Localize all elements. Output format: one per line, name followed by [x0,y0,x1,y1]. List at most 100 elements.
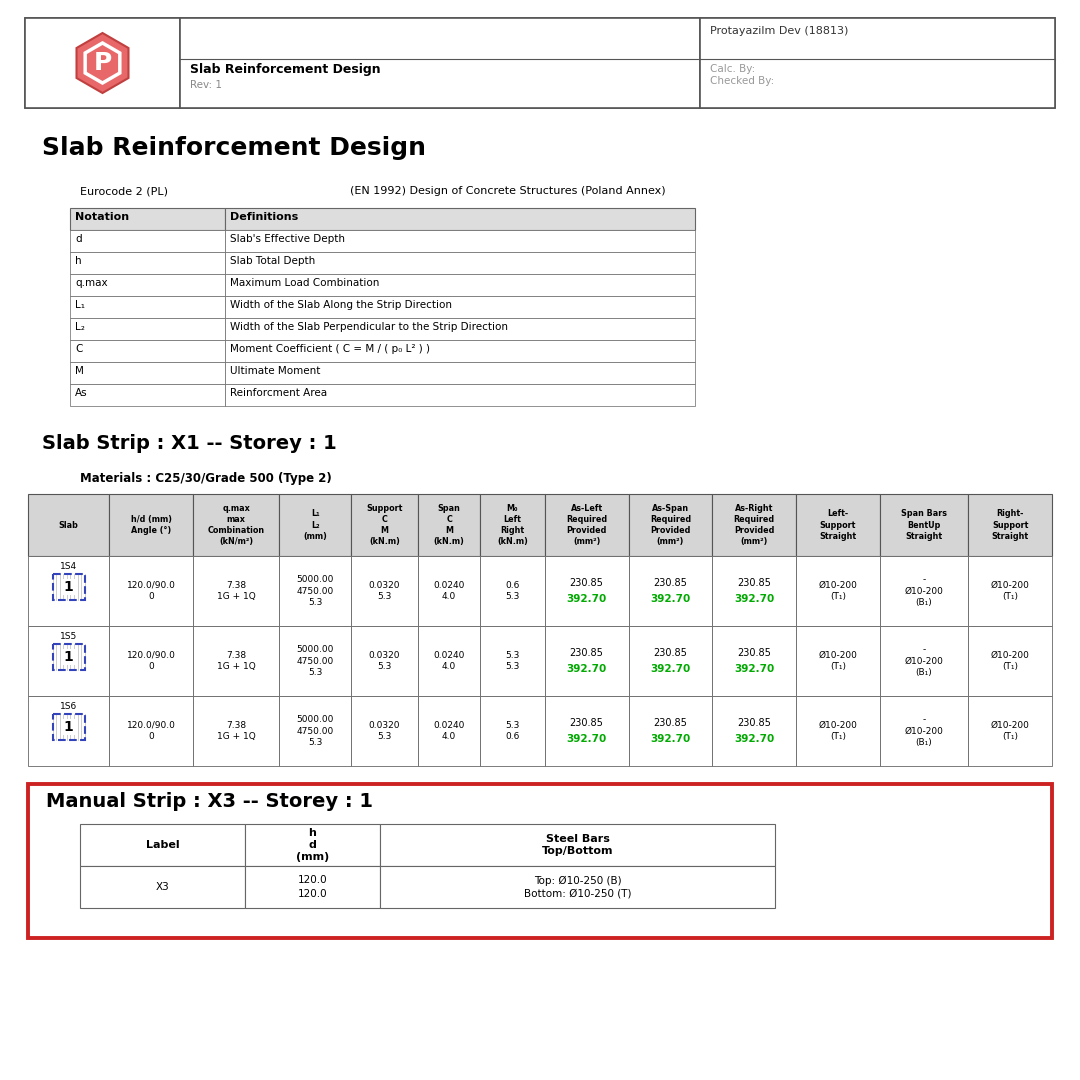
Bar [351,556,418,626]
Text: h
d
(mm): h d (mm) [296,827,329,863]
Text: Reinforcment Area: Reinforcment Area [230,388,327,399]
Text: 230.85: 230.85 [738,648,771,658]
Bar [109,626,193,696]
Text: 1S6: 1S6 [60,702,78,711]
Text: 7.38
1G + 1Q: 7.38 1G + 1Q [217,721,256,741]
Text: Moment Coefficient ( C = M / ( p₀ L² ) ): Moment Coefficient ( C = M / ( p₀ L² ) ) [230,345,430,354]
Text: Width of the Slab Along the Strip Direction: Width of the Slab Along the Strip Direct… [230,300,453,310]
Text: Right-
Support
Straight: Right- Support Straight [991,510,1028,541]
Bar [481,626,544,696]
Bar [544,556,629,626]
Bar [225,208,696,230]
Bar [70,318,225,340]
Text: 392.70: 392.70 [650,734,690,744]
Text: 0.0240
4.0: 0.0240 4.0 [433,651,464,671]
Bar [25,18,180,108]
Bar [245,866,380,908]
Bar [245,824,380,866]
Text: 7.38
1G + 1Q: 7.38 1G + 1Q [217,651,256,671]
Text: 392.70: 392.70 [650,594,690,604]
Text: 392.70: 392.70 [734,734,774,744]
Text: As-Span
Required
Provided
(mm²): As-Span Required Provided (mm²) [650,504,691,546]
Text: 120.0/90.0
0: 120.0/90.0 0 [126,581,176,602]
Bar [193,696,280,766]
Text: 5000.00
4750.00
5.3: 5000.00 4750.00 5.3 [296,576,334,607]
Text: 392.70: 392.70 [567,594,607,604]
Text: 0.0320
5.3: 0.0320 5.3 [368,581,401,602]
Text: Steel Bars
Top/Bottom: Steel Bars Top/Bottom [542,834,613,856]
Bar [796,494,880,556]
Text: 230.85: 230.85 [653,648,687,658]
Text: Ø10-200
(T₁): Ø10-200 (T₁) [990,581,1029,602]
Text: Materials : C25/30/Grade 500 (Type 2): Materials : C25/30/Grade 500 (Type 2) [80,472,332,485]
Bar [418,626,481,696]
Bar [481,494,544,556]
Bar [109,556,193,626]
Bar [280,626,351,696]
Bar [880,626,969,696]
Bar [225,296,696,318]
Bar [380,824,775,866]
Text: M₀
Left
Right
(kN.m): M₀ Left Right (kN.m) [497,504,528,546]
Text: L₁: L₁ [75,300,85,310]
Bar [53,573,84,600]
Text: 1: 1 [64,650,73,664]
Bar [28,696,109,766]
Text: 230.85: 230.85 [570,578,604,588]
Text: Span
C
M
(kN.m): Span C M (kN.m) [434,504,464,546]
Text: Ø10-200
(T₁): Ø10-200 (T₁) [819,651,858,671]
Text: Slab Reinforcement Design: Slab Reinforcement Design [190,64,380,77]
Text: Protayazilm Dev (18813): Protayazilm Dev (18813) [710,26,849,36]
Text: L₂: L₂ [75,322,85,332]
Text: Slab Reinforcement Design: Slab Reinforcement Design [42,136,426,160]
Text: d: d [75,234,82,244]
Bar [80,824,245,866]
Text: 230.85: 230.85 [570,718,604,728]
Text: 230.85: 230.85 [570,648,604,658]
Bar [180,18,700,108]
Bar [70,340,225,362]
Bar [796,696,880,766]
Bar [969,494,1052,556]
Polygon shape [77,33,129,93]
Text: C: C [75,345,82,354]
Bar [629,556,713,626]
Text: 120.0
120.0: 120.0 120.0 [298,876,327,899]
Text: 7.38
1G + 1Q: 7.38 1G + 1Q [217,581,256,602]
Text: 5.3
5.3: 5.3 5.3 [505,651,519,671]
Bar [193,556,280,626]
Bar [28,556,109,626]
Bar [544,626,629,696]
Bar [351,494,418,556]
Bar [713,626,796,696]
Bar [225,274,696,296]
Bar [53,714,84,740]
Text: 392.70: 392.70 [567,664,607,674]
Bar [351,696,418,766]
Text: Calc. By:: Calc. By: [710,64,755,73]
Bar [629,626,713,696]
Text: Ø10-200
(T₁): Ø10-200 (T₁) [819,721,858,741]
Text: Rev: 1: Rev: 1 [190,81,222,91]
Bar [70,362,225,384]
Text: Ultimate Moment: Ultimate Moment [230,366,321,376]
Text: Label: Label [146,840,179,850]
Text: Manual Strip : X3 -- Storey : 1: Manual Strip : X3 -- Storey : 1 [46,792,373,811]
Text: Maximum Load Combination: Maximum Load Combination [230,278,379,288]
Bar [880,494,969,556]
Bar [70,296,225,318]
Text: Eurocode 2 (PL): Eurocode 2 (PL) [80,186,168,195]
Text: (EN 1992) Design of Concrete Structures (Poland Annex): (EN 1992) Design of Concrete Structures … [350,186,665,195]
Text: As-Right
Required
Provided
(mm²): As-Right Required Provided (mm²) [733,504,774,546]
Bar [418,494,481,556]
Text: 230.85: 230.85 [653,578,687,588]
Text: -
Ø10-200
(B₁): - Ø10-200 (B₁) [905,646,944,676]
Bar [25,18,1055,108]
Text: Slab Strip : X1 -- Storey : 1: Slab Strip : X1 -- Storey : 1 [42,434,337,453]
Bar [544,494,629,556]
Bar [225,340,696,362]
Bar [969,696,1052,766]
Text: 230.85: 230.85 [738,578,771,588]
Bar [109,494,193,556]
Text: 0.0240
4.0: 0.0240 4.0 [433,721,464,741]
